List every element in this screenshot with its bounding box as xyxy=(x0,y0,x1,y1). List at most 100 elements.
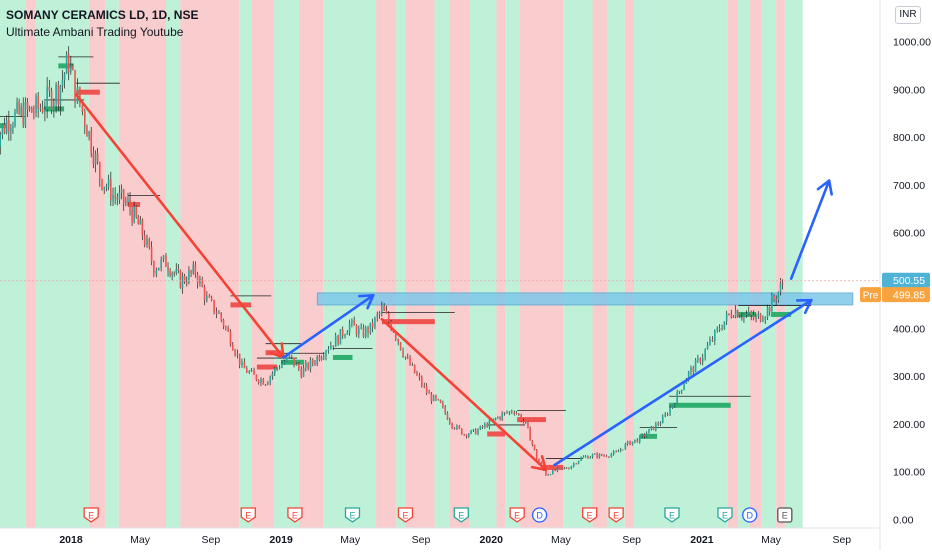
candle-body xyxy=(24,102,27,126)
candle-body xyxy=(10,128,12,132)
candle-body xyxy=(558,467,561,469)
candle-body xyxy=(641,434,643,437)
trend-arrow-blue xyxy=(282,294,375,359)
candle-body xyxy=(229,331,232,345)
candle-body xyxy=(323,356,325,358)
candle-body xyxy=(600,454,603,456)
candle-body xyxy=(570,466,573,469)
candle-body xyxy=(762,319,764,322)
candle-body xyxy=(631,441,634,445)
trend-arrow-red xyxy=(380,317,548,472)
candle-body xyxy=(745,314,748,316)
candle-body xyxy=(30,107,33,113)
trend-zone-bear xyxy=(449,0,470,528)
pre-price-badge xyxy=(882,287,930,303)
currency-button[interactable]: INR xyxy=(895,6,921,24)
earnings-event-icon xyxy=(287,507,303,523)
candle-body xyxy=(683,383,685,390)
trend-zone-bull xyxy=(606,0,625,528)
candle-body xyxy=(276,367,278,369)
candle-body xyxy=(481,426,484,428)
candle-body xyxy=(157,267,160,271)
candle-body xyxy=(580,457,582,461)
candle-body xyxy=(367,327,369,334)
candle-body xyxy=(738,317,741,319)
candle-body xyxy=(44,109,46,113)
candle-body xyxy=(330,345,332,350)
candle-body xyxy=(192,264,195,273)
candle-body xyxy=(153,261,155,275)
trend-zone-bear xyxy=(749,0,762,528)
candle-body xyxy=(61,79,64,86)
level-support xyxy=(771,311,792,317)
candle-body xyxy=(371,322,374,328)
candle-body xyxy=(533,444,536,450)
candle-body xyxy=(3,124,6,133)
level-resistance xyxy=(517,417,546,423)
candle-body xyxy=(141,219,144,236)
candle-body xyxy=(298,363,300,369)
trend-zone-bear xyxy=(298,0,324,528)
candle-body xyxy=(355,325,358,335)
x-tick-label: May xyxy=(340,534,361,546)
candle-body xyxy=(285,356,288,362)
candle-body xyxy=(764,317,767,320)
candle-body xyxy=(694,359,697,373)
candle-body xyxy=(173,272,176,274)
trend-zone-bull xyxy=(738,0,750,528)
candle-body xyxy=(460,428,463,435)
candle-body xyxy=(732,316,735,318)
candle-body xyxy=(676,392,678,405)
candle-body xyxy=(406,357,409,359)
candle-body xyxy=(162,255,165,260)
candle-body xyxy=(549,474,552,476)
candle-body xyxy=(399,342,402,350)
candle-body xyxy=(314,363,316,365)
candle-body xyxy=(709,339,711,346)
candle-body xyxy=(57,84,60,105)
candle-body xyxy=(513,412,516,414)
candle-body xyxy=(210,297,213,301)
chart-title: SOMANY CERAMICS LD, 1D, NSE xyxy=(6,8,199,22)
event-label: E xyxy=(782,511,788,521)
trend-zone-bear xyxy=(88,0,105,528)
trend-zone-bull xyxy=(434,0,450,528)
candle-body xyxy=(619,449,622,452)
trend-zone-bull xyxy=(469,0,497,528)
earnings-event-icon xyxy=(777,507,793,523)
y-tick-label: 300.00 xyxy=(893,371,925,383)
y-tick-label: 100.00 xyxy=(893,467,925,479)
candle-body xyxy=(362,327,365,337)
candle-body xyxy=(107,179,110,187)
candle-body xyxy=(603,455,605,457)
candle-body xyxy=(575,463,577,465)
candle-body xyxy=(626,441,629,445)
candle-body xyxy=(768,307,771,312)
candle-body xyxy=(257,380,260,383)
last-price-badge xyxy=(882,272,930,288)
candle-body xyxy=(448,419,451,424)
event-label: D xyxy=(536,511,543,521)
candle-body xyxy=(116,197,119,200)
candle-body xyxy=(129,198,131,210)
candle-body xyxy=(155,270,158,275)
candle-body xyxy=(645,433,648,437)
candle-body xyxy=(181,275,184,288)
pre-price-label: 499.85 xyxy=(893,290,925,302)
candle-body xyxy=(183,275,186,283)
x-tick-label: 2018 xyxy=(59,534,83,546)
candle-body xyxy=(409,357,411,366)
candle-body xyxy=(150,247,153,262)
pre-market-tag xyxy=(860,287,881,303)
candle-body xyxy=(334,335,337,347)
candle-body xyxy=(320,357,323,360)
candle-body xyxy=(55,84,57,103)
candle-body xyxy=(248,371,251,373)
candle-body xyxy=(629,441,631,445)
candle-body xyxy=(759,313,762,322)
candle-body xyxy=(666,414,669,416)
candle-body xyxy=(231,344,234,351)
candle-body xyxy=(213,300,215,313)
